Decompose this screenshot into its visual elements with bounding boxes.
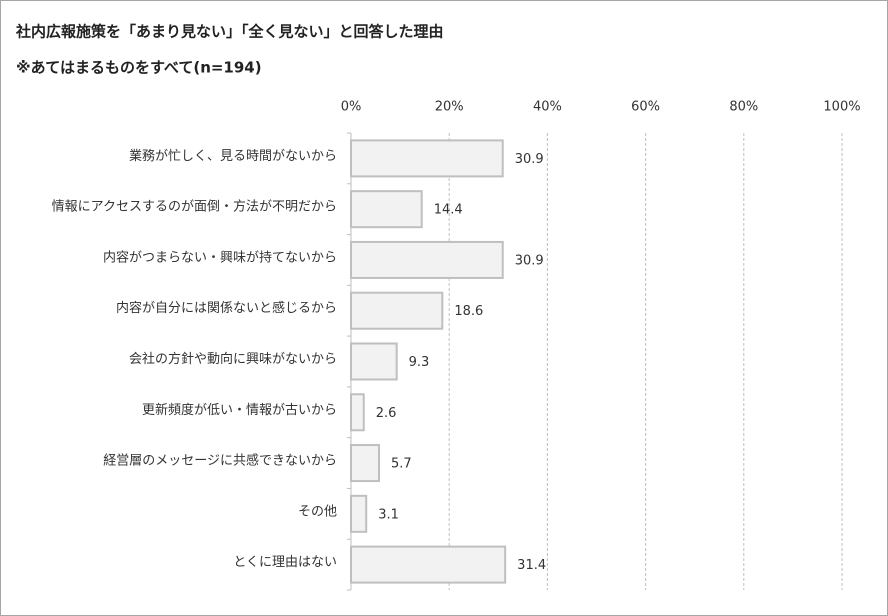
y-tick-label: 内容が自分には関係ないと感じるから bbox=[116, 300, 337, 316]
y-tick-label: 業務が忙しく、見る時間がないから bbox=[129, 148, 337, 164]
value-label: 30.9 bbox=[515, 152, 544, 167]
bar bbox=[350, 444, 380, 483]
bar bbox=[350, 393, 365, 432]
y-tick-label: とくに理由はない bbox=[233, 555, 337, 570]
bar bbox=[350, 342, 398, 381]
bar bbox=[350, 545, 507, 584]
y-tick-label: 会社の方針や動向に興味がないから bbox=[129, 351, 337, 367]
value-label: 2.6 bbox=[376, 406, 397, 421]
bar bbox=[350, 494, 368, 533]
bar bbox=[350, 139, 504, 178]
x-tick-label: 80% bbox=[729, 100, 758, 115]
y-tick-label: 情報にアクセスするのが面倒・方法が不明だから bbox=[52, 199, 337, 215]
value-label: 5.7 bbox=[391, 457, 412, 472]
bar bbox=[350, 190, 423, 229]
chart-subtitle: ※あてはまるものをすべて(n=194) bbox=[16, 59, 262, 77]
x-tick-label: 40% bbox=[533, 100, 562, 115]
chart-title: 社内広報施策を「あまり見ない」「全く見ない」と回答した理由 bbox=[15, 23, 444, 41]
bar bbox=[350, 240, 504, 279]
value-label: 30.9 bbox=[515, 253, 544, 268]
value-label: 18.6 bbox=[454, 304, 483, 319]
y-tick-label: 経営層のメッセージに共感できないから bbox=[103, 453, 337, 469]
value-label: 9.3 bbox=[409, 355, 430, 370]
y-tick-label: 内容がつまらない・興味が持てないから bbox=[103, 249, 337, 265]
x-tick-label: 100% bbox=[823, 100, 860, 115]
x-tick-label: 20% bbox=[435, 100, 464, 115]
y-tick-label: 更新頻度が低い・情報が古いから bbox=[142, 402, 337, 418]
y-tick-label: その他 bbox=[298, 504, 337, 519]
value-label: 31.4 bbox=[517, 558, 546, 573]
bar bbox=[350, 291, 444, 330]
x-tick-label: 60% bbox=[631, 100, 660, 115]
value-label: 3.1 bbox=[378, 507, 399, 522]
x-tick-label: 0% bbox=[341, 100, 362, 115]
value-label: 14.4 bbox=[434, 203, 463, 218]
